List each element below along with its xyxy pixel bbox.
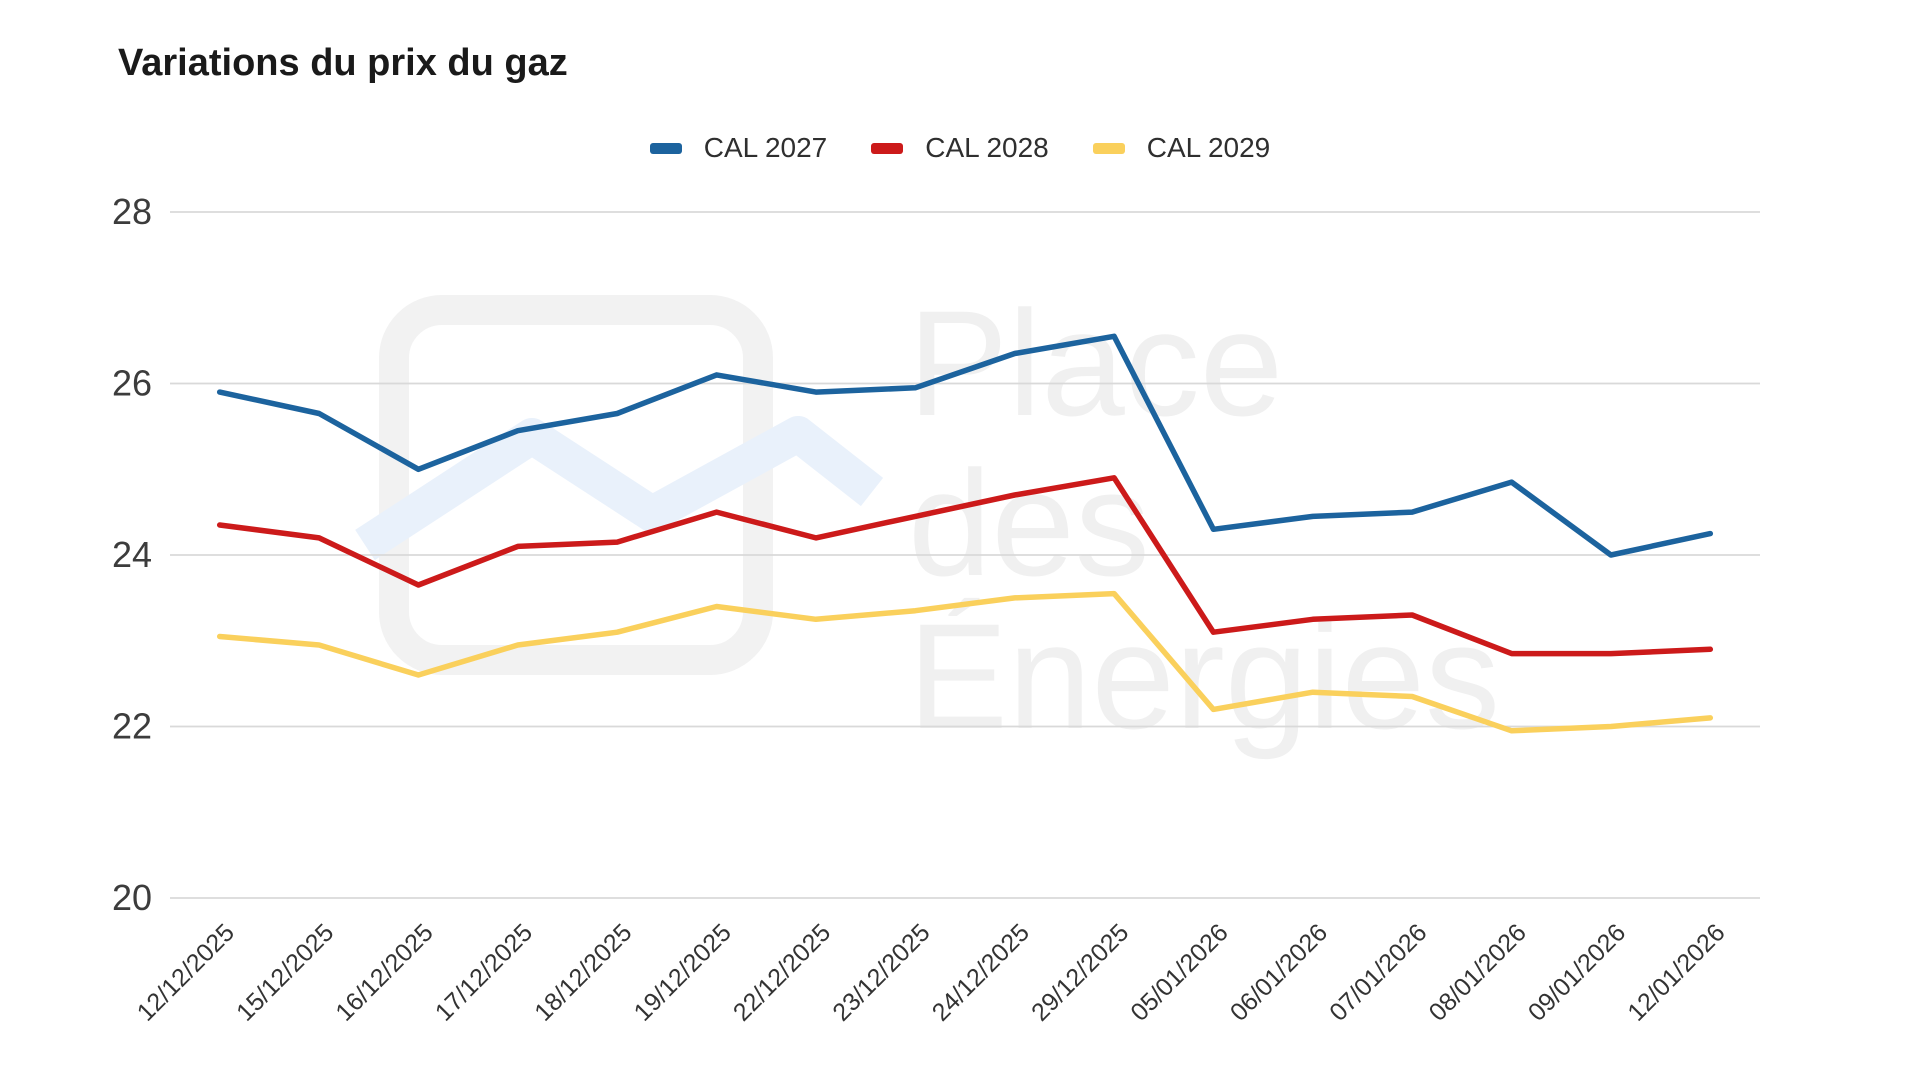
x-axis-tick-label: 05/01/2026: [1125, 918, 1233, 1026]
x-axis-tick-label: 12/01/2026: [1622, 918, 1730, 1026]
y-axis-tick-label: 28: [112, 191, 152, 232]
legend-label-cal-2028: CAL 2028: [925, 132, 1049, 163]
watermark-text-line1: Place: [908, 279, 1283, 447]
y-axis-tick-label: 22: [112, 706, 152, 747]
x-axis-tick-label: 08/01/2026: [1424, 918, 1532, 1026]
x-axis-tick-label: 29/12/2025: [1026, 918, 1134, 1026]
x-axis-tick-label: 17/12/2025: [430, 918, 538, 1026]
x-axis-tick-label: 23/12/2025: [827, 918, 935, 1026]
x-axis-tick-label: 15/12/2025: [231, 918, 339, 1026]
series-line-cal-2028[interactable]: [216, 475, 1714, 657]
y-axis-tick-label: 20: [112, 877, 152, 918]
x-axis-tick-label: 16/12/2025: [330, 918, 438, 1026]
y-axis-tick-label: 24: [112, 534, 152, 575]
x-axis-tick-label: 06/01/2026: [1225, 918, 1333, 1026]
x-axis-tick-label: 19/12/2025: [629, 918, 737, 1026]
legend-swatch-cal-2028: [871, 142, 904, 154]
y-axis-tick-label: 26: [112, 363, 152, 404]
watermark-text-line2: des: [908, 439, 1150, 607]
watermark-logo-square: [379, 295, 773, 675]
legend-label-cal-2029: CAL 2029: [1146, 132, 1271, 163]
watermark-logo-zigzag: [355, 416, 884, 561]
series-line-cal-2027[interactable]: [216, 333, 1714, 558]
legend-item-cal-2027[interactable]: CAL 2027: [649, 132, 828, 164]
x-axis-tick-label: 18/12/2025: [529, 918, 637, 1026]
x-axis-tick-label: 22/12/2025: [728, 918, 836, 1026]
series-lines: [216, 333, 1714, 734]
page-title: Variations du prix du gaz: [118, 42, 568, 84]
legend-item-cal-2028[interactable]: CAL 2028: [871, 132, 1049, 164]
y-axis-labels: 20 22 24 26 28: [112, 191, 152, 918]
x-axis-tick-label: 07/01/2026: [1324, 918, 1432, 1026]
legend: CAL 2027 CAL 2028 CAL 2029: [20, 132, 1900, 164]
watermark: Place des Énergies: [355, 279, 1500, 760]
x-axis-tick-label: 09/01/2026: [1523, 918, 1631, 1026]
legend-swatch-cal-2027: [649, 142, 682, 154]
legend-item-cal-2029[interactable]: CAL 2029: [1092, 132, 1271, 164]
legend-swatch-cal-2029: [1092, 142, 1125, 154]
series-line-cal-2029[interactable]: [216, 590, 1714, 734]
x-axis-labels: 12/12/202515/12/202516/12/202517/12/2025…: [132, 918, 1731, 1026]
x-axis-tick-label: 12/12/2025: [132, 918, 240, 1026]
x-axis-tick-label: 24/12/2025: [927, 918, 1035, 1026]
legend-label-cal-2027: CAL 2027: [703, 132, 828, 163]
